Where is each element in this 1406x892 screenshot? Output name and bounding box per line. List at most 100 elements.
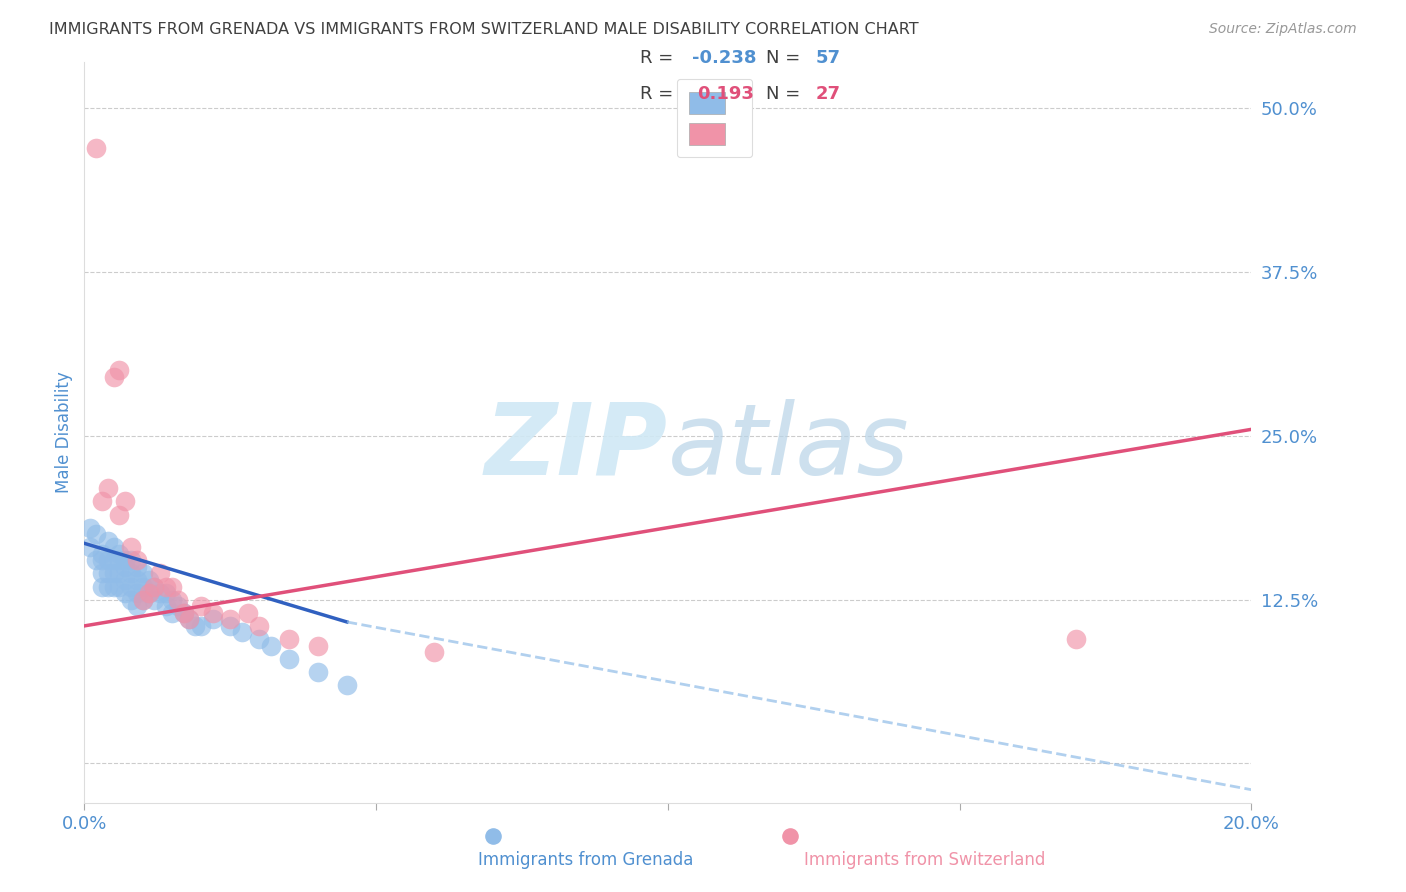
Point bbox=[138, 586, 160, 600]
Point bbox=[219, 619, 242, 633]
Text: atlas: atlas bbox=[668, 399, 910, 496]
Point bbox=[108, 580, 131, 594]
Point bbox=[236, 606, 259, 620]
Point bbox=[1066, 632, 1088, 646]
Text: -0.238: -0.238 bbox=[692, 49, 756, 67]
Point bbox=[201, 612, 224, 626]
Point bbox=[84, 140, 107, 154]
Point bbox=[336, 678, 359, 692]
Point bbox=[155, 586, 177, 600]
Point bbox=[166, 599, 188, 614]
Point bbox=[132, 592, 155, 607]
Point bbox=[103, 370, 125, 384]
Point bbox=[114, 494, 136, 508]
Point bbox=[260, 639, 283, 653]
Point bbox=[114, 553, 136, 567]
Point bbox=[97, 553, 120, 567]
Point bbox=[231, 625, 253, 640]
Point bbox=[155, 580, 177, 594]
Y-axis label: Male Disability: Male Disability bbox=[55, 372, 73, 493]
Point bbox=[84, 527, 107, 541]
Point bbox=[249, 632, 271, 646]
Point bbox=[179, 612, 201, 626]
Text: Source: ZipAtlas.com: Source: ZipAtlas.com bbox=[1209, 22, 1357, 37]
Point bbox=[90, 553, 112, 567]
Text: 0.193: 0.193 bbox=[697, 85, 754, 103]
Point bbox=[108, 566, 131, 581]
Point bbox=[103, 553, 125, 567]
Point bbox=[84, 553, 107, 567]
Point bbox=[97, 580, 120, 594]
Point bbox=[143, 592, 166, 607]
Point bbox=[143, 580, 166, 594]
Point bbox=[190, 599, 212, 614]
Point bbox=[103, 541, 125, 555]
Point bbox=[108, 553, 131, 567]
Point bbox=[173, 606, 195, 620]
Point bbox=[138, 586, 160, 600]
Point bbox=[125, 599, 148, 614]
Point bbox=[307, 665, 329, 679]
Point bbox=[160, 580, 183, 594]
Point bbox=[277, 651, 299, 665]
Text: N =: N = bbox=[766, 49, 806, 67]
Point bbox=[97, 533, 120, 548]
Point bbox=[125, 553, 148, 567]
Point bbox=[132, 580, 155, 594]
Point bbox=[79, 541, 101, 555]
Point bbox=[114, 560, 136, 574]
Point bbox=[184, 619, 207, 633]
Text: N =: N = bbox=[766, 85, 806, 103]
Point bbox=[114, 586, 136, 600]
Text: ZIP: ZIP bbox=[485, 399, 668, 496]
Point bbox=[108, 363, 131, 377]
Point bbox=[149, 586, 172, 600]
Point bbox=[125, 573, 148, 587]
Text: IMMIGRANTS FROM GRENADA VS IMMIGRANTS FROM SWITZERLAND MALE DISABILITY CORRELATI: IMMIGRANTS FROM GRENADA VS IMMIGRANTS FR… bbox=[49, 22, 920, 37]
Legend: , : , bbox=[676, 78, 752, 157]
Point bbox=[143, 580, 166, 594]
Point bbox=[160, 606, 183, 620]
Point bbox=[79, 521, 101, 535]
Point bbox=[120, 566, 142, 581]
Point bbox=[97, 566, 120, 581]
Point bbox=[138, 573, 160, 587]
Point bbox=[120, 553, 142, 567]
Point bbox=[90, 494, 112, 508]
Point bbox=[120, 580, 142, 594]
Point bbox=[120, 592, 142, 607]
Point bbox=[155, 599, 177, 614]
Point bbox=[307, 639, 329, 653]
Point bbox=[201, 606, 224, 620]
Point bbox=[90, 566, 112, 581]
Point bbox=[103, 580, 125, 594]
Point bbox=[90, 547, 112, 561]
Point bbox=[173, 606, 195, 620]
Point bbox=[277, 632, 299, 646]
Point bbox=[179, 612, 201, 626]
Text: Immigrants from Grenada: Immigrants from Grenada bbox=[478, 851, 693, 869]
Point bbox=[160, 592, 183, 607]
Point bbox=[132, 566, 155, 581]
Text: R =: R = bbox=[640, 49, 679, 67]
Point bbox=[125, 586, 148, 600]
Point bbox=[149, 566, 172, 581]
Text: Immigrants from Switzerland: Immigrants from Switzerland bbox=[804, 851, 1045, 869]
Text: R =: R = bbox=[640, 85, 679, 103]
Point bbox=[97, 481, 120, 495]
Point bbox=[219, 612, 242, 626]
Point bbox=[190, 619, 212, 633]
Point bbox=[114, 573, 136, 587]
Point bbox=[125, 560, 148, 574]
Point bbox=[166, 592, 188, 607]
Point bbox=[249, 619, 271, 633]
Point bbox=[90, 580, 112, 594]
Point bbox=[108, 547, 131, 561]
Text: 27: 27 bbox=[815, 85, 841, 103]
Point bbox=[108, 508, 131, 522]
Point bbox=[103, 566, 125, 581]
Point bbox=[132, 592, 155, 607]
Text: 57: 57 bbox=[815, 49, 841, 67]
Point bbox=[423, 645, 446, 659]
Point bbox=[120, 541, 142, 555]
